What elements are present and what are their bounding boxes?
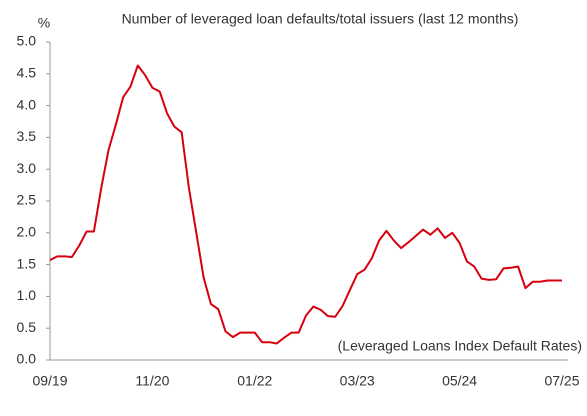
data-line <box>49 64 562 345</box>
x-tick-label: 11/20 <box>135 373 169 389</box>
y-tick-label: 4.0 <box>17 96 37 112</box>
y-tick-label: 5.0 <box>17 33 37 49</box>
chart-title: Number of leveraged loan defaults/total … <box>122 11 519 27</box>
y-tick-label: 4.5 <box>17 65 37 81</box>
y-tick-label: 2.0 <box>17 224 37 240</box>
x-tick-label: 05/24 <box>442 373 477 389</box>
y-tick-label: 3.0 <box>17 160 37 176</box>
x-tick-label: 01/22 <box>237 373 272 389</box>
y-tick-label: 3.5 <box>17 128 37 144</box>
annotation: (Leveraged Loans Index Default Rates) <box>338 338 582 354</box>
x-tick-label: 07/25 <box>544 373 579 389</box>
y-tick-label: 1.0 <box>17 287 37 303</box>
y-tick-label: 1.5 <box>17 255 37 271</box>
y-tick-label: 2.5 <box>17 192 37 208</box>
y-unit: % <box>38 15 50 31</box>
x-tick-label: 03/23 <box>340 373 375 389</box>
y-tick-label: 0.5 <box>17 319 37 335</box>
y-tick-label: 0.0 <box>17 351 37 367</box>
x-tick-label: 09/19 <box>32 373 67 389</box>
